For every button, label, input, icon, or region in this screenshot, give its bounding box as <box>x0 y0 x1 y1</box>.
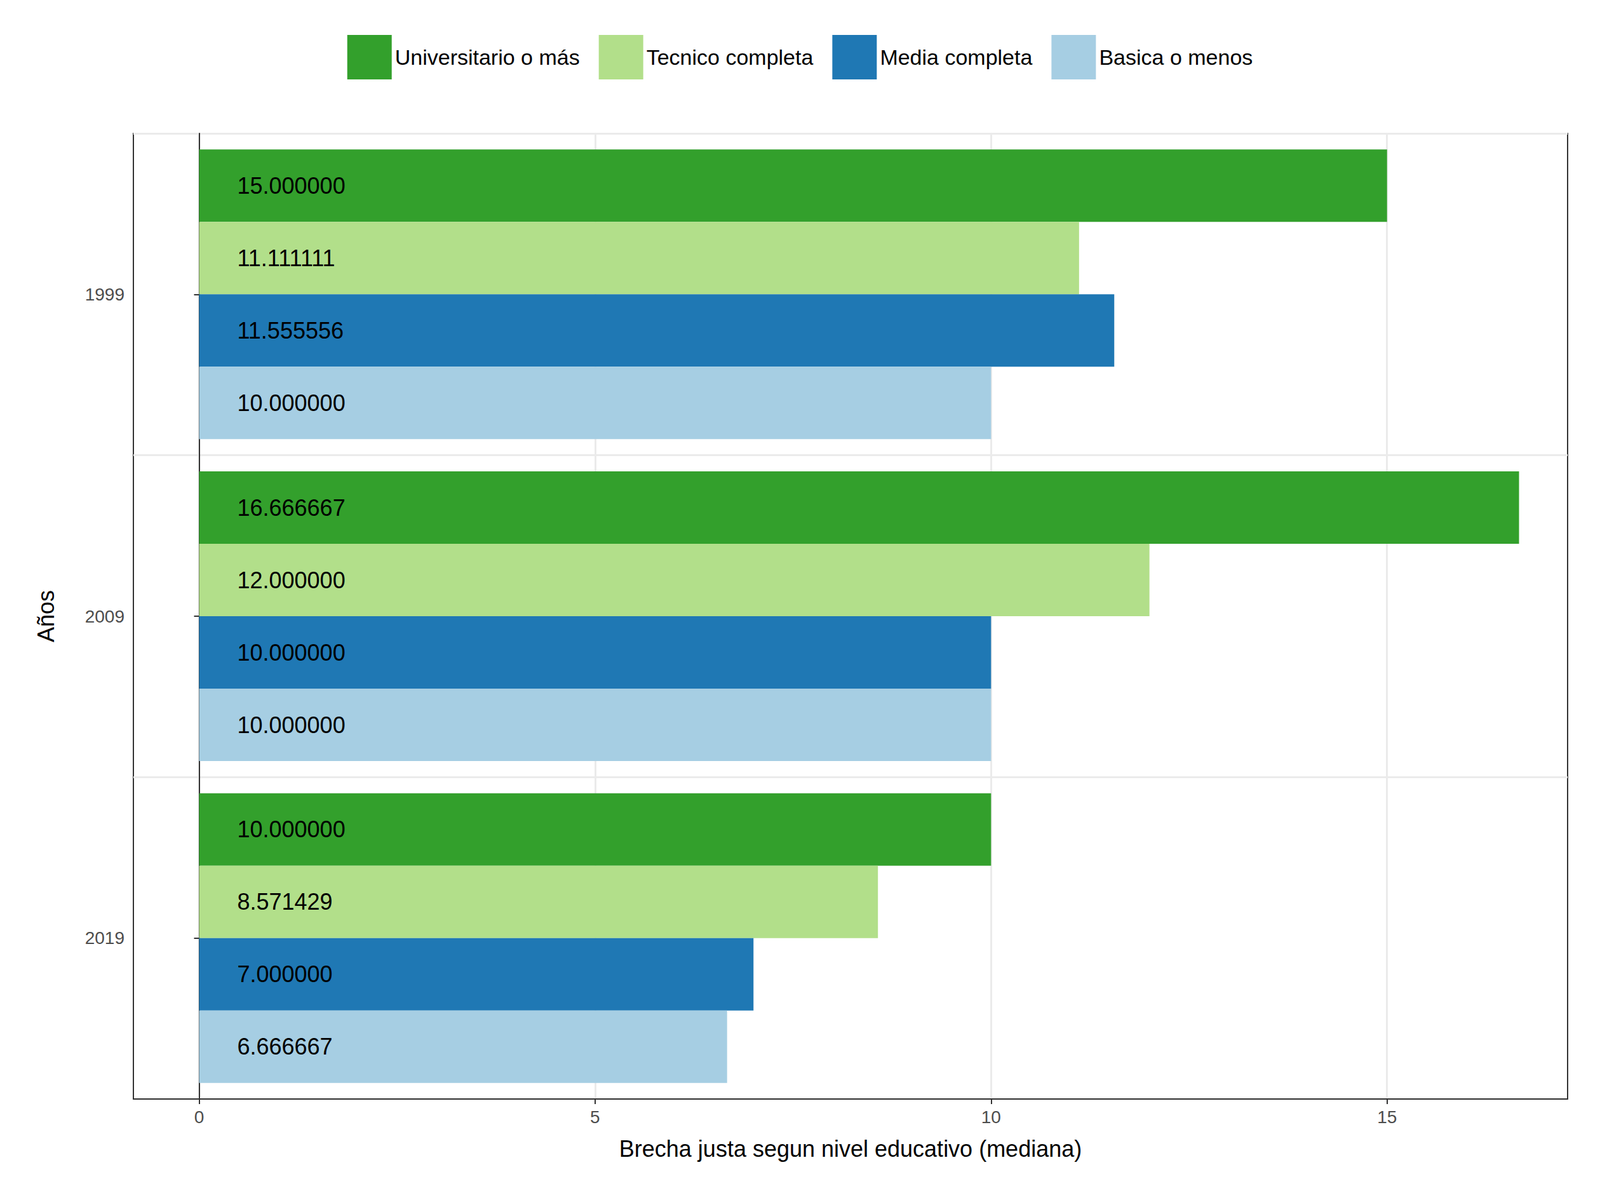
svg-text:11.111111: 11.111111 <box>236 245 335 272</box>
svg-text:6.666667: 6.666667 <box>236 1033 333 1060</box>
svg-text:Tecnico completa: Tecnico completa <box>646 45 814 70</box>
svg-text:Media completa: Media completa <box>879 45 1033 70</box>
svg-text:Años: Años <box>33 590 60 643</box>
svg-text:7.000000: 7.000000 <box>236 961 333 988</box>
svg-text:16.666667: 16.666667 <box>236 494 345 521</box>
svg-text:Brecha justa segun nivel educa: Brecha justa segun nivel educativo (medi… <box>619 1135 1082 1162</box>
svg-text:10: 10 <box>981 1107 1002 1127</box>
svg-text:1999: 1999 <box>85 284 125 305</box>
svg-text:2009: 2009 <box>85 606 125 627</box>
svg-text:0: 0 <box>194 1107 205 1127</box>
svg-text:10.000000: 10.000000 <box>236 712 345 739</box>
svg-text:Basica o menos: Basica o menos <box>1098 45 1253 70</box>
svg-text:11.555556: 11.555556 <box>236 317 344 344</box>
svg-text:2019: 2019 <box>85 927 125 948</box>
svg-text:10.000000: 10.000000 <box>236 389 345 417</box>
svg-text:5: 5 <box>590 1107 601 1127</box>
svg-text:8.571429: 8.571429 <box>236 888 333 915</box>
svg-text:10.000000: 10.000000 <box>236 639 345 666</box>
svg-text:15: 15 <box>1377 1107 1397 1127</box>
svg-text:15.000000: 15.000000 <box>236 172 345 199</box>
svg-text:12.000000: 12.000000 <box>236 567 345 594</box>
svg-text:10.000000: 10.000000 <box>236 816 345 843</box>
svg-text:Universitario o más: Universitario o más <box>395 45 580 70</box>
